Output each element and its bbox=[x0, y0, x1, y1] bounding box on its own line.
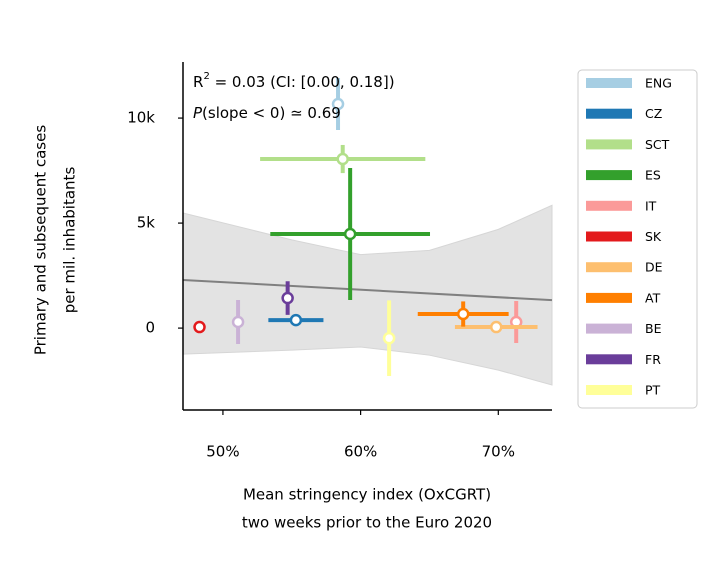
x-axis-label: two weeks prior to the Euro 2020 bbox=[242, 514, 492, 532]
y-tick-label: 5k bbox=[137, 214, 156, 232]
legend-box bbox=[577, 69, 698, 409]
legend-swatch bbox=[586, 139, 632, 150]
legend-swatch bbox=[586, 108, 632, 119]
legend-swatch bbox=[586, 323, 632, 334]
y-axis-label: per mil. inhabitants bbox=[61, 167, 79, 314]
legend-label: PT bbox=[645, 383, 661, 398]
legend-label: ENG bbox=[645, 76, 672, 91]
legend-label: FR bbox=[645, 352, 661, 367]
legend-label: CZ bbox=[645, 106, 662, 121]
legend-swatch bbox=[586, 262, 632, 273]
point bbox=[231, 315, 245, 329]
y-tick-label: 0 bbox=[145, 319, 155, 337]
point bbox=[289, 313, 303, 327]
legend-label: BE bbox=[645, 321, 662, 336]
confidence-band bbox=[182, 204, 553, 386]
point bbox=[193, 320, 206, 334]
plot-area bbox=[182, 77, 553, 386]
annotation-part: P bbox=[193, 104, 203, 122]
annotation: P(slope < 0) ≃ 0.69 bbox=[193, 104, 341, 122]
legend-swatch bbox=[586, 354, 632, 365]
legend-label: ES bbox=[645, 168, 661, 183]
x-axis-label: Mean stringency index (OxCGRT) bbox=[243, 486, 491, 504]
legend-label: SCT bbox=[645, 137, 670, 152]
point bbox=[343, 227, 357, 241]
legend-swatch bbox=[586, 385, 632, 395]
legend-swatch bbox=[586, 200, 632, 211]
fit-line bbox=[182, 279, 553, 302]
y-tick-label: 10k bbox=[127, 109, 155, 127]
point bbox=[489, 320, 503, 334]
legend-swatch bbox=[586, 231, 632, 242]
annotation-part: (slope < 0) ≃ 0.69 bbox=[202, 104, 341, 122]
x-tick-label: 70% bbox=[482, 443, 515, 461]
y-axis-label: Primary and subsequent cases bbox=[32, 125, 50, 356]
legend-label: DE bbox=[645, 260, 663, 275]
point bbox=[331, 97, 345, 111]
x-tick-label: 50% bbox=[206, 443, 239, 461]
legend-label: SK bbox=[645, 229, 662, 244]
annotation-part: R bbox=[193, 73, 203, 91]
legend: ENG CZ SCT ES IT SK DE AT BE FR PT bbox=[586, 76, 672, 398]
point bbox=[382, 331, 396, 345]
legend-label: IT bbox=[645, 198, 657, 213]
point bbox=[456, 307, 470, 321]
annotation: R2 = 0.03 (CI: [0.00, 0.18]) bbox=[193, 71, 395, 91]
legend-swatch bbox=[586, 292, 632, 303]
legend-swatch bbox=[586, 78, 632, 88]
point bbox=[281, 291, 294, 305]
point bbox=[336, 152, 349, 166]
legend-swatch bbox=[586, 170, 632, 181]
x-tick-label: 60% bbox=[344, 443, 377, 461]
annotation-part: = 0.03 (CI: [0.00, 0.18]) bbox=[210, 73, 395, 91]
annotation-part: 2 bbox=[203, 71, 209, 82]
legend-label: AT bbox=[645, 290, 661, 305]
